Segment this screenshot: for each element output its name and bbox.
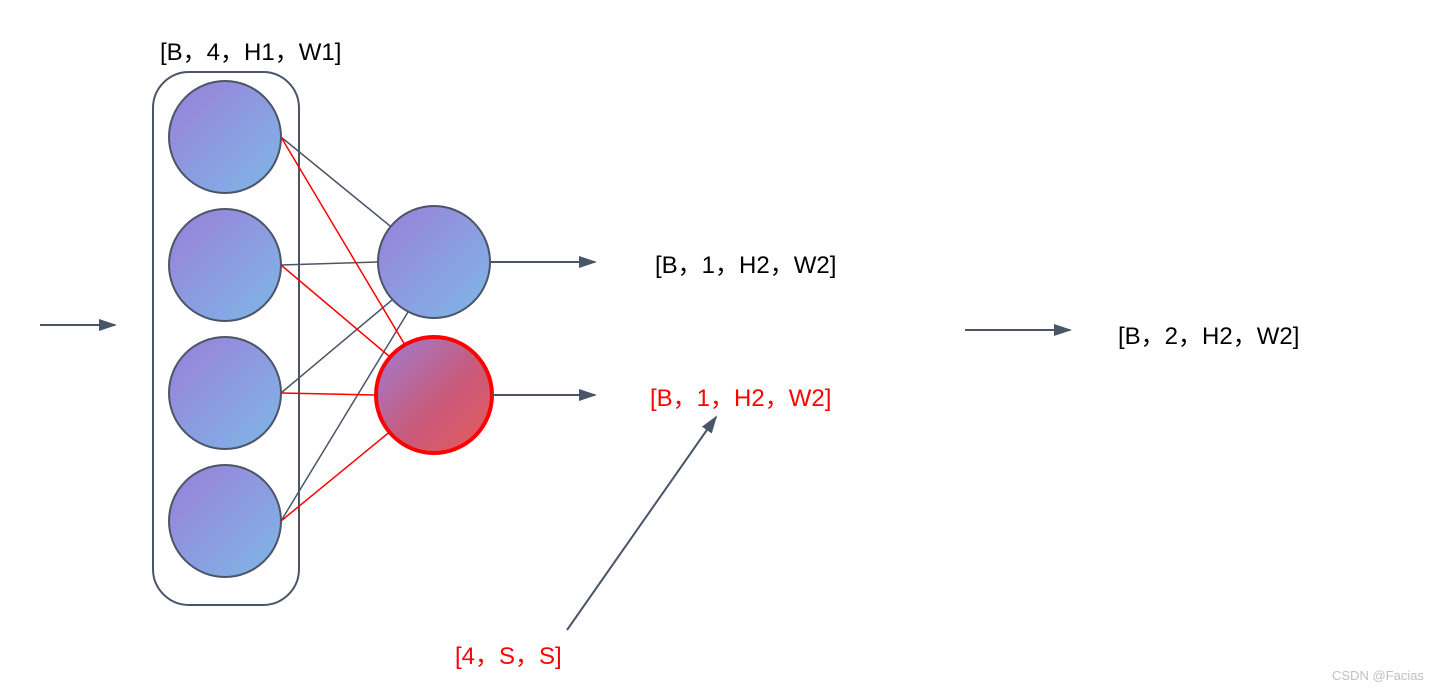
arrows [40,262,1070,630]
watermark-text: CSDN @Facias [1332,668,1424,683]
output-nodes [376,206,492,453]
output-node-2 [376,337,492,453]
input-node-4 [169,465,281,577]
input-node-3 [169,337,281,449]
input-node-2 [169,209,281,321]
input-nodes [169,81,281,577]
final-shape-label: [B，2，H2，W2] [1118,316,1299,351]
output-node-1 [378,206,490,318]
output2-shape-label: [B，1，H2，W2] [650,378,831,413]
input-shape-label: [B，4，H1，W1] [160,32,341,67]
gray-edges [281,137,408,521]
kernel-shape-label: [4，S，S] [455,636,562,671]
input-node-1 [169,81,281,193]
output1-shape-label: [B，1，H2，W2] [655,245,836,280]
